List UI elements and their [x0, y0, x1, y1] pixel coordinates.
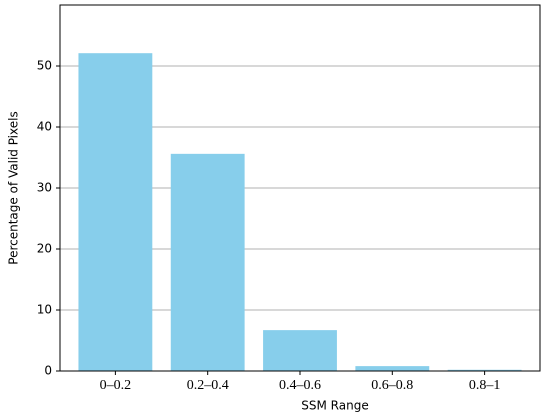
bar: [447, 369, 522, 371]
y-tick-label: 20: [37, 242, 52, 256]
x-tick-label: 0.6–0.8: [371, 378, 413, 393]
x-axis-title: SSM Range: [301, 399, 368, 413]
x-tick-label: 0.2–0.4: [187, 378, 229, 393]
y-tick-label: 40: [37, 120, 52, 134]
bar: [355, 366, 430, 371]
x-tick-label: 0.4–0.6: [279, 378, 321, 393]
bar: [78, 53, 153, 371]
bar: [170, 153, 245, 371]
plot-frame: [59, 4, 541, 372]
x-tick-label: 0–0.2: [100, 378, 132, 393]
bar: [263, 330, 337, 371]
x-tick-label: 0.8–1: [469, 378, 501, 393]
y-tick-label: 30: [37, 181, 52, 195]
y-tick-label: 50: [37, 59, 52, 73]
y-axis-title: Percentage of Valid Pixels: [7, 111, 21, 264]
y-tick-label: 0: [44, 364, 52, 378]
y-tick-label: 10: [37, 303, 52, 317]
